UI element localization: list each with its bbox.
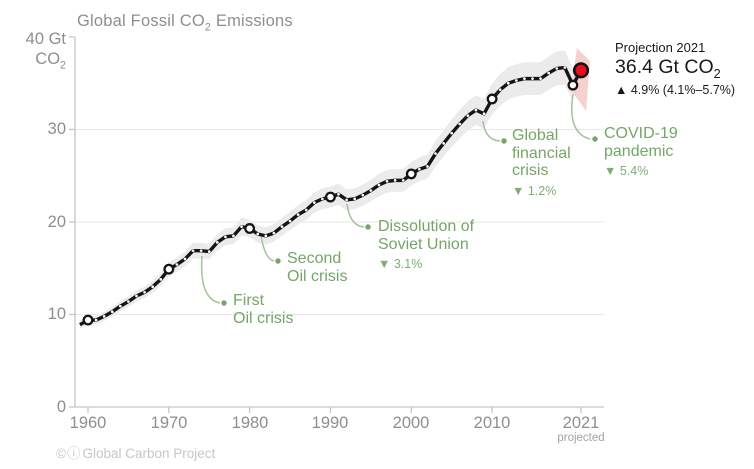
x-tick-label-2021: 2021: [562, 414, 600, 432]
yearly-dots: [94, 66, 567, 322]
decade-marker-2010: [486, 93, 498, 105]
annotation-drop-pct: ▼ 1.2%: [512, 183, 557, 198]
projection-value-subscript: 2: [713, 66, 721, 81]
chart-title-subscript: 2: [204, 21, 212, 34]
projection-label: Projection 2021: [615, 40, 706, 55]
x-tick-label-1970: 1970: [150, 414, 188, 432]
y-axis-unit-co: CO: [35, 50, 61, 68]
x-tick-sublabel-projected: projected: [557, 432, 605, 444]
decade-marker-1990: [325, 191, 336, 203]
annotation-line: COVID-19: [604, 125, 678, 142]
leader-bullet: [592, 136, 598, 142]
y-tick-label-0: 0: [56, 398, 66, 416]
annotation-line: Dissolution of: [378, 218, 475, 235]
projection-change: ▲ 4.9% (4.1%–5.7%): [615, 82, 736, 97]
annotation-line: crisis: [512, 162, 549, 179]
cc-license-icons: ©ⓘ: [56, 446, 82, 461]
annotation-second-oil-crisis: Second Oil crisis: [287, 250, 347, 285]
projection-uncertainty-band: [571, 48, 590, 111]
leader-bullet: [501, 138, 507, 144]
annotation-drop-pct: ▼ 3.1%: [378, 257, 423, 271]
annotation-financial-crisis: Global financial crisis ▼ 1.2%: [512, 127, 571, 200]
projection-value-text: 36.4 Gt CO: [615, 56, 714, 78]
projection-callout: Projection 2021 36.4 Gt CO2 ▲ 4.9% (4.1%…: [615, 40, 735, 97]
decade-markers: [82, 79, 579, 326]
decade-marker-1980: [244, 223, 256, 234]
axes: [69, 36, 604, 413]
source-attribution: ©ⓘGlobal Carbon Project: [56, 442, 215, 462]
annotation-line: Soviet Union: [378, 235, 469, 253]
x-tick-label-1980: 1980: [231, 414, 269, 432]
uncertainty-band: [79, 50, 573, 329]
leader-bullet: [365, 224, 371, 230]
x-tick-label-1990: 1990: [311, 414, 349, 432]
x-tick-label-2010: 2010: [473, 414, 511, 432]
annotation-soviet-union: Dissolution of Soviet Union ▼ 3.1%: [378, 218, 474, 274]
y-tick-label-20: 20: [47, 213, 66, 231]
leader-line: [346, 203, 365, 228]
leader-bullet: [275, 258, 281, 264]
annotation-leader-lines: [200, 93, 598, 306]
annotation-line: Second: [287, 250, 342, 267]
y-tick-label-10: 10: [47, 305, 66, 323]
annotation-line: financial: [512, 144, 571, 162]
leader-line: [482, 120, 501, 142]
annotation-line: Oil crisis: [287, 267, 348, 285]
x-tick-label-1960: 1960: [69, 414, 107, 432]
projection-value: 36.4 Gt CO2: [615, 56, 735, 81]
leader-line: [260, 235, 275, 262]
gridlines: [75, 129, 604, 315]
leader-bullet: [221, 300, 227, 306]
annotation-covid-pandemic: COVID-19 pandemic ▼ 5.4%: [604, 125, 678, 181]
annotation-first-oil-crisis: First Oil crisis: [233, 292, 293, 327]
x-tick-label-2000: 2000: [392, 414, 430, 432]
annotation-line: First: [233, 292, 265, 309]
y-axis-unit-sub: 2: [60, 59, 66, 72]
source-label: Global Carbon Project: [82, 446, 216, 461]
leader-line: [571, 93, 591, 140]
y-tick-label-30: 30: [47, 120, 66, 138]
y-axis-unit-line1: 40 Gt: [25, 30, 66, 48]
annotation-line: pandemic: [604, 142, 674, 160]
annotation-line: Oil crisis: [233, 309, 294, 327]
y-axis-unit-line2: CO2: [0, 49, 66, 75]
decade-marker-1970: [163, 263, 175, 275]
projection-point-2021: [572, 62, 590, 79]
chart-title-text-2: Emissions: [211, 12, 293, 30]
y-axis-top-label: 40 Gt CO2: [0, 29, 66, 75]
annotation-line: Global: [512, 127, 559, 144]
decade-marker-2020: [567, 79, 579, 91]
chart-title-text: Global Fossil CO: [77, 12, 205, 30]
annotation-drop-pct: ▼ 5.4%: [604, 164, 649, 178]
chart-title: Global Fossil CO2 Emissions: [77, 12, 293, 33]
decade-marker-1960: [82, 314, 94, 326]
decade-marker-2000: [405, 168, 417, 180]
leader-line: [200, 255, 221, 304]
